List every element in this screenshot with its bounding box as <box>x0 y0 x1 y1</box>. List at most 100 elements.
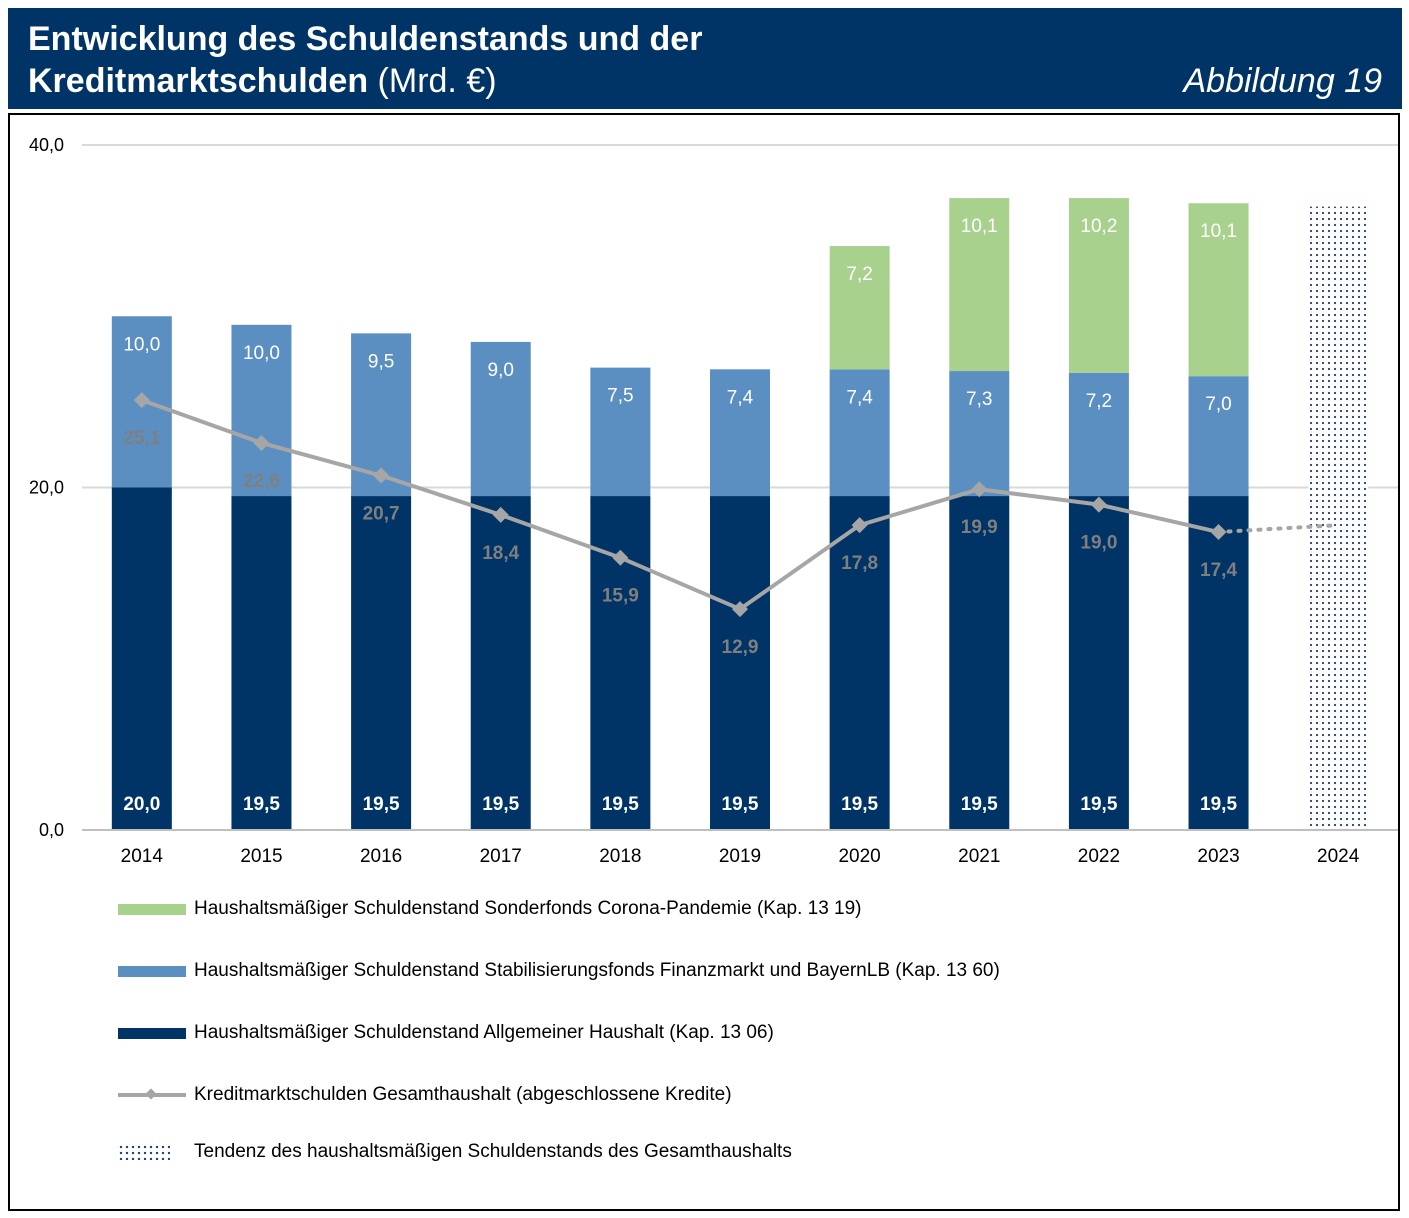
bar-stabilisierung <box>829 369 890 497</box>
line-data-label: 18,4 <box>482 543 519 564</box>
chart-title-line2: Kreditmarktschulden (Mrd. €) <box>28 62 497 101</box>
bar-corona <box>949 198 1010 372</box>
line-data-label: 22,6 <box>243 471 280 492</box>
legend-swatch-stabilisierung <box>118 959 186 983</box>
bar-stabilisierung <box>470 341 531 497</box>
line-marker <box>373 467 390 484</box>
bar-stabilisierung <box>1068 372 1129 497</box>
chart-title-bold: Kreditmarktschulden <box>28 62 369 100</box>
data-label-corona: 10,2 <box>1080 216 1117 237</box>
bar-stabilisierung <box>949 371 1010 497</box>
line-data-label: 17,8 <box>841 553 878 574</box>
legend-label-tendency: Tendenz des haushaltsmäßigen Schuldensta… <box>194 1141 792 1162</box>
legend-swatch-line <box>118 1083 186 1107</box>
x-tick-label: 2020 <box>838 846 880 867</box>
y-tick-label: 40,0 <box>29 135 64 155</box>
bar-allgemein <box>829 496 890 830</box>
line-marker <box>1090 496 1107 513</box>
data-label-allgemein: 19,5 <box>722 794 759 815</box>
x-tick-label: 2015 <box>240 846 282 867</box>
chart-header: Entwicklung des Schuldenstands und der K… <box>8 8 1402 109</box>
line-marker <box>253 434 270 451</box>
data-label-stabilisierung: 9,5 <box>368 351 394 372</box>
legend-swatch-corona <box>118 897 186 921</box>
data-label-stabilisierung: 9,0 <box>488 360 514 381</box>
data-label-allgemein: 19,5 <box>363 794 400 815</box>
data-label-stabilisierung: 10,0 <box>123 334 160 355</box>
bar-allgemein <box>949 496 1010 830</box>
line-marker <box>851 517 868 534</box>
line-data-label: 12,9 <box>722 637 759 658</box>
chart-frame <box>8 113 1400 1211</box>
data-label-stabilisierung: 7,2 <box>1086 391 1112 412</box>
data-label-allgemein: 20,0 <box>123 794 160 815</box>
diamond-marker-icon <box>145 1088 157 1100</box>
x-tick-label: 2014 <box>121 846 164 867</box>
line-data-label: 15,9 <box>602 586 639 607</box>
legend-label-stabilisierung: Haushaltsmäßiger Schuldenstand Stabilisi… <box>194 960 1000 981</box>
legend-label-corona: Haushaltsmäßiger Schuldenstand Sonderfon… <box>194 898 862 919</box>
line-marker <box>732 601 748 618</box>
line-kreditmarktschulden <box>141 398 1219 612</box>
data-label-stabilisierung: 7,5 <box>607 386 633 407</box>
legend-swatch-tendency <box>118 1140 186 1164</box>
legend-item-stabilisierung: Haushaltsmäßiger Schuldenstand Stabilisi… <box>118 959 1000 983</box>
y-tick-label: 0,0 <box>39 820 64 840</box>
chart-title-unit: (Mrd. €) <box>377 62 497 100</box>
legend-swatch-allgemein <box>118 1021 186 1045</box>
x-tick-label: 2017 <box>480 846 522 867</box>
line-data-label: 20,7 <box>363 504 400 525</box>
bar-allgemein <box>231 496 292 830</box>
data-label-stabilisierung: 7,4 <box>727 387 754 408</box>
bar-allgemein <box>1068 496 1129 830</box>
legend-item-line: Kreditmarktschulden Gesamthaushalt (abge… <box>118 1083 732 1107</box>
x-tick-label: 2021 <box>958 846 1000 867</box>
data-label-stabilisierung: 10,0 <box>243 343 280 364</box>
data-label-stabilisierung: 7,0 <box>1205 394 1231 415</box>
line-trend-2024 <box>1216 523 1341 535</box>
bar-corona <box>1188 203 1249 377</box>
x-tick-label: 2016 <box>360 846 402 867</box>
x-tick-label: 2022 <box>1078 846 1120 867</box>
line-data-label: 19,0 <box>1080 533 1117 554</box>
legend-item-tendency: Tendenz des haushaltsmäßigen Schuldensta… <box>118 1140 792 1164</box>
legend-label-line: Kreditmarktschulden Gesamthaushalt (abge… <box>194 1084 732 1105</box>
bar-stabilisierung <box>710 369 770 497</box>
legend-item-allgemein: Haushaltsmäßiger Schuldenstand Allgemein… <box>118 1021 774 1045</box>
data-label-stabilisierung: 7,4 <box>846 387 873 408</box>
data-label-stabilisierung: 7,3 <box>966 389 992 410</box>
x-tick-label: 2018 <box>599 846 641 867</box>
line-marker <box>492 506 509 523</box>
line-marker <box>612 549 629 566</box>
data-label-corona: 7,2 <box>846 264 872 285</box>
figure-label: Abbildung 19 <box>1183 62 1382 100</box>
bar-allgemein <box>351 496 412 830</box>
bar-allgemein <box>470 496 531 830</box>
line-marker <box>971 481 988 498</box>
legend-item-corona: Haushaltsmäßiger Schuldenstand Sonderfon… <box>118 897 862 921</box>
line-data-label: 17,4 <box>1200 560 1237 581</box>
line-marker <box>1210 524 1227 541</box>
bar-tendency <box>1308 206 1369 830</box>
line-marker <box>133 392 150 409</box>
data-label-corona: 10,1 <box>961 216 998 237</box>
x-tick-label: 2023 <box>1197 846 1239 867</box>
line-data-label: 25,1 <box>123 428 160 449</box>
bar-corona <box>829 246 890 370</box>
x-tick-label: 2024 <box>1317 846 1360 867</box>
data-label-allgemein: 19,5 <box>961 794 998 815</box>
bar-stabilisierung <box>590 367 651 497</box>
chart-title-line1: Entwicklung des Schuldenstands und der <box>28 20 703 58</box>
bar-corona <box>1068 198 1129 373</box>
data-label-allgemein: 19,5 <box>482 794 519 815</box>
bar-allgemein <box>590 496 651 830</box>
bar-stabilisierung <box>231 324 292 497</box>
legend-label-allgemein: Haushaltsmäßiger Schuldenstand Allgemein… <box>194 1022 774 1043</box>
data-label-allgemein: 19,5 <box>243 794 280 815</box>
bar-allgemein <box>710 496 770 830</box>
x-tick-label: 2019 <box>719 846 761 867</box>
data-label-corona: 10,1 <box>1200 221 1237 242</box>
line-data-label: 19,9 <box>961 517 998 538</box>
data-label-allgemein: 19,5 <box>1080 794 1117 815</box>
